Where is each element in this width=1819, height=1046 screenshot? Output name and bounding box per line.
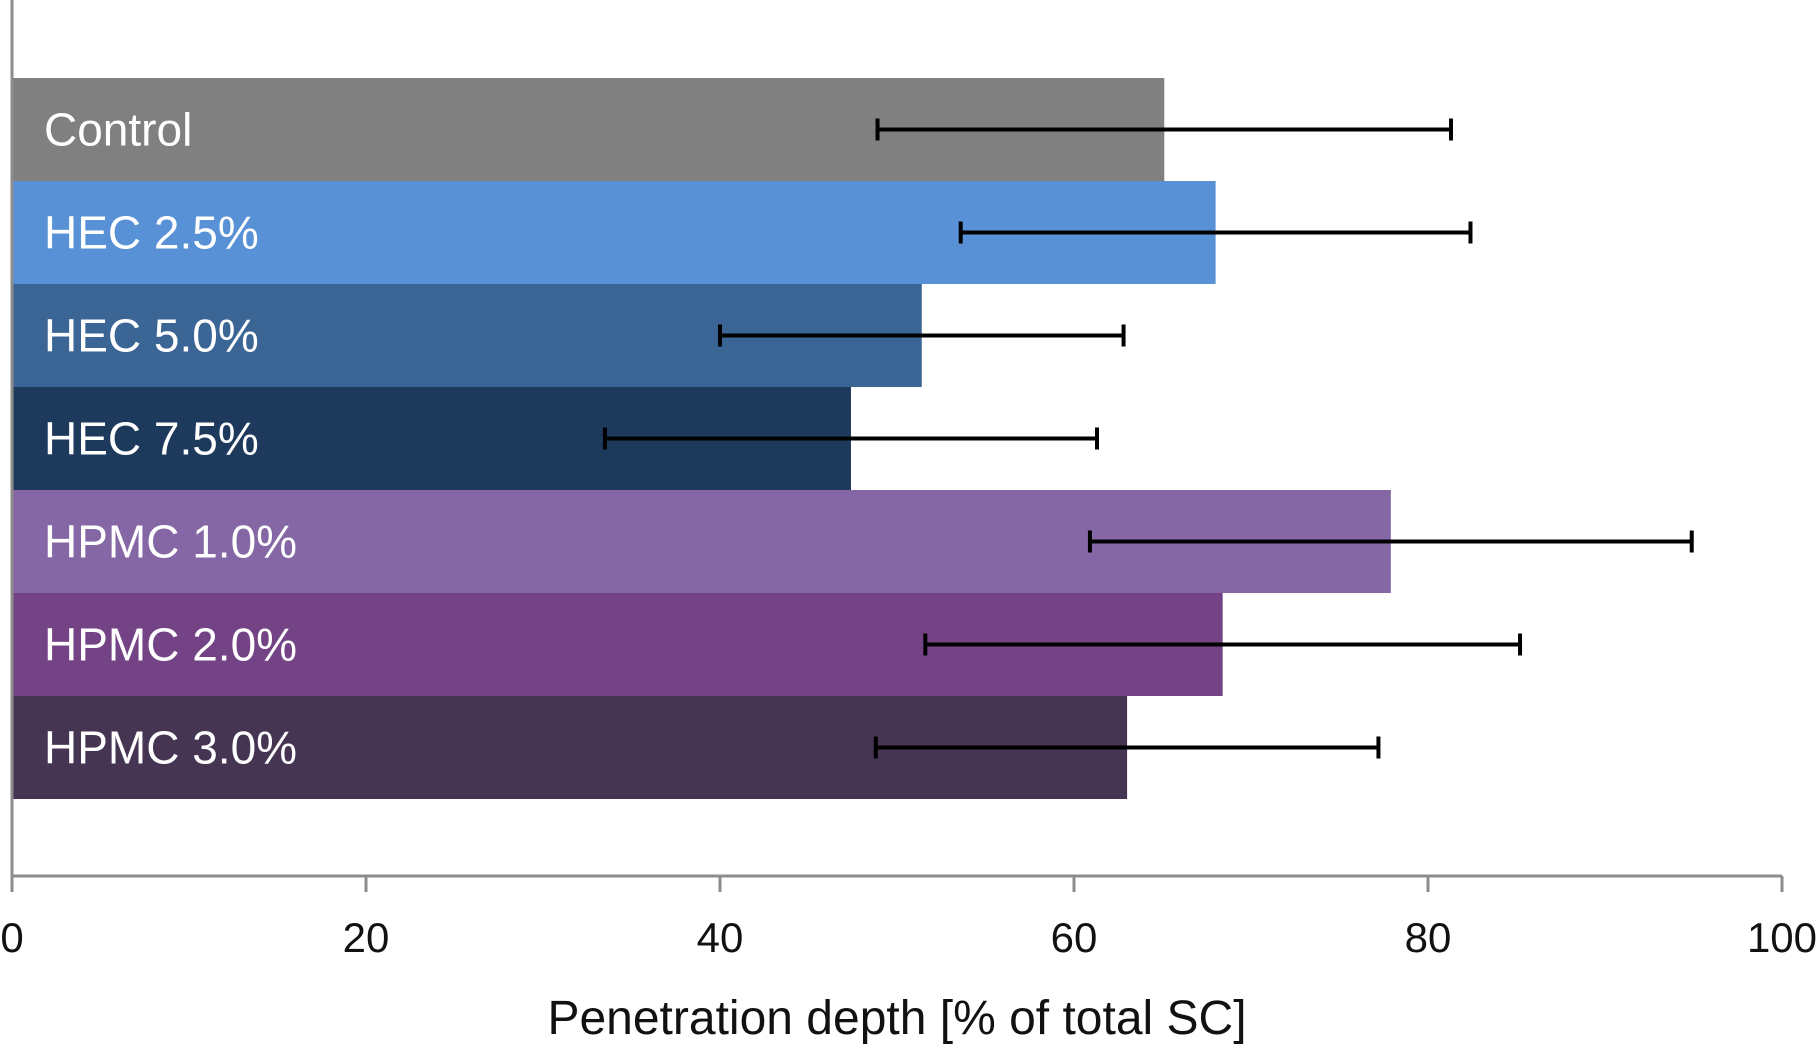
x-tick-label-1: 20 bbox=[343, 914, 390, 961]
bar-label-3: HEC 7.5% bbox=[44, 413, 259, 465]
bar-label-0: Control bbox=[44, 104, 192, 156]
x-ticks: 0 20 40 60 80 100 bbox=[0, 876, 1817, 961]
error-bar-2 bbox=[718, 324, 1126, 347]
x-tick-label-3: 60 bbox=[1051, 914, 1098, 961]
x-tick-label-2: 40 bbox=[697, 914, 744, 961]
bar-label-5: HPMC 2.0% bbox=[44, 619, 297, 671]
error-bar-1 bbox=[958, 221, 1473, 244]
axes bbox=[10, 0, 1782, 878]
error-bar-5 bbox=[923, 633, 1523, 656]
error-bars bbox=[602, 118, 1694, 759]
x-tick-label-0: 0 bbox=[0, 914, 23, 961]
bar-label-2: HEC 5.0% bbox=[44, 310, 259, 362]
error-bar-0 bbox=[875, 118, 1454, 141]
error-bar-6 bbox=[873, 736, 1381, 759]
x-tick-label-4: 80 bbox=[1405, 914, 1452, 961]
x-axis-title: Penetration depth [% of total SC] bbox=[547, 992, 1246, 1045]
error-bar-4 bbox=[1087, 530, 1694, 553]
bar-label-1: HEC 2.5% bbox=[44, 207, 259, 259]
bar-label-4: HPMC 1.0% bbox=[44, 516, 297, 568]
bar-labels: Control HEC 2.5% HEC 5.0% HEC 7.5% HPMC 1.0%… bbox=[44, 104, 297, 774]
error-bar-3 bbox=[602, 427, 1100, 450]
x-tick-label-5: 100 bbox=[1747, 914, 1817, 961]
bar-label-6: HPMC 3.0% bbox=[44, 722, 297, 774]
